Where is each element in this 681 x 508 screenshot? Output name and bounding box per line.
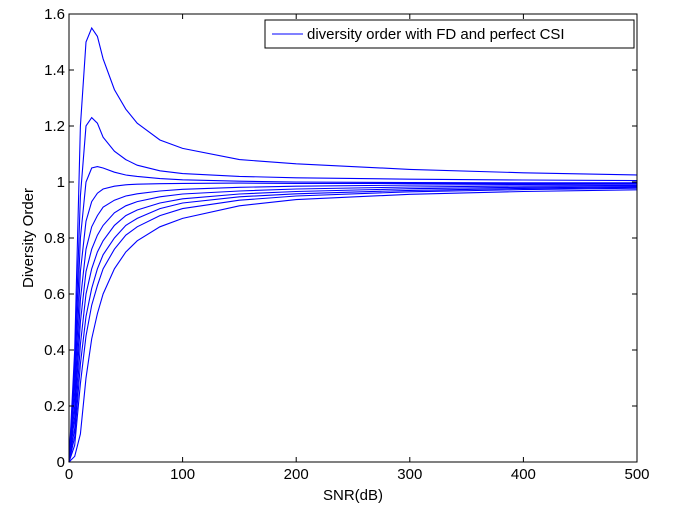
y-tick-label: 0.6 (44, 286, 65, 303)
legend: diversity order with FD and perfect CSI (264, 19, 635, 49)
x-tick-label: 0 (65, 466, 73, 483)
series-line-1 (68, 26, 638, 463)
series-line-6 (68, 184, 638, 463)
y-tick-label: 1.6 (44, 6, 65, 23)
y-tick-label: 0.2 (44, 398, 65, 415)
y-tick-label: 0.8 (44, 230, 65, 247)
ticks-group: 0 100 200 300 400 500 0 0.2 0.4 0.6 0.8 1 1.2 1.4 1.6 (44, 6, 649, 483)
plot-area (69, 14, 637, 462)
x-tick-label: 500 (624, 466, 649, 483)
series-line-10 (68, 189, 638, 463)
series-line-5 (68, 183, 638, 463)
series-line-9 (68, 187, 638, 463)
series-line-7 (68, 185, 638, 463)
series-group (68, 26, 638, 463)
y-tick-label: 1.2 (44, 118, 65, 135)
legend-entry-label: diversity order with FD and perfect CSI (307, 26, 565, 43)
y-tick-label: 1 (57, 174, 65, 191)
series-line-4 (68, 182, 637, 463)
y-axis-label: Diversity Order (20, 188, 37, 288)
y-tick-label: 0 (57, 454, 65, 471)
series-line-2 (68, 116, 638, 463)
series-line-3 (68, 166, 637, 463)
x-axis-label: SNR(dB) (323, 487, 383, 504)
series-line-8 (68, 186, 638, 463)
legend-box (264, 19, 635, 49)
y-tick-label: 0.4 (44, 342, 65, 359)
x-tick-label: 300 (397, 466, 422, 483)
x-tick-label: 200 (284, 466, 309, 483)
y-tick-label: 1.4 (44, 62, 65, 79)
plot-frame (68, 13, 638, 463)
x-tick-label: 100 (170, 466, 195, 483)
x-tick-label: 400 (511, 466, 536, 483)
